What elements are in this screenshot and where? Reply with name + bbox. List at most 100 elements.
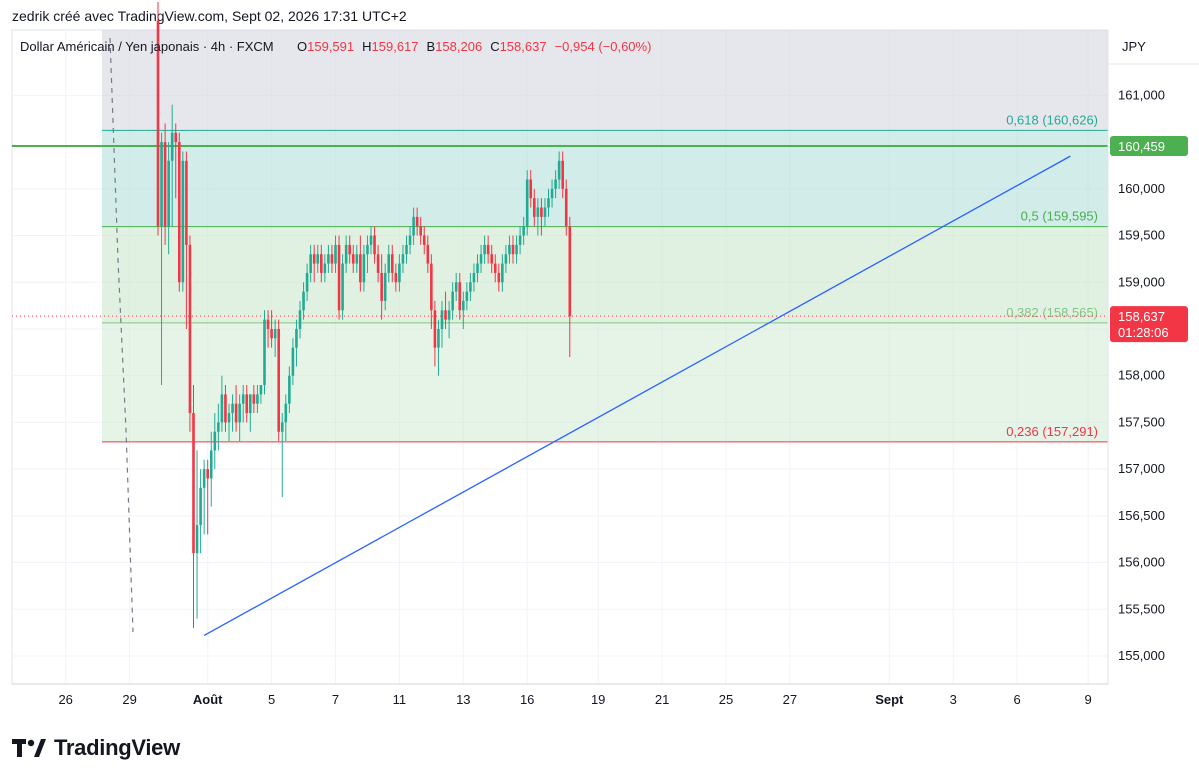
candle-up (483, 244, 486, 255)
chart-attribution: zedrik créé avec TradingView.com, Sept 0… (12, 8, 407, 24)
candle-up (263, 319, 266, 386)
candle-down (156, 20, 160, 227)
x-tick-label: 16 (520, 692, 534, 707)
candle-up (259, 385, 263, 395)
candle-down (373, 235, 376, 255)
candle-up (408, 235, 412, 245)
last-price-badge[interactable] (1110, 306, 1188, 343)
candle-down (568, 226, 572, 317)
candle-down (394, 272, 398, 283)
candle-down (540, 207, 543, 217)
candle-up (462, 300, 465, 311)
candle-up (209, 450, 213, 479)
candle-down (422, 235, 426, 245)
candle-down (206, 469, 209, 479)
candle-up (238, 403, 241, 423)
candle-down (266, 319, 270, 329)
candle-up (472, 272, 476, 283)
candle-up (227, 413, 231, 423)
x-tick-label: 9 (1084, 692, 1091, 707)
y-tick-label: 157,000 (1118, 461, 1165, 476)
candle-up (280, 422, 284, 432)
candle-down (312, 254, 316, 264)
x-tick-label: 7 (332, 692, 339, 707)
trendline[interactable] (203, 155, 1071, 636)
candle-up (479, 254, 483, 264)
legend-b-label: B (427, 39, 436, 54)
candle-up (181, 160, 185, 283)
candle-up (341, 263, 344, 311)
candle-up (284, 403, 288, 423)
y-tick-label: 155,500 (1118, 601, 1165, 616)
candle-up (369, 235, 373, 245)
candle-up (557, 160, 561, 180)
candle-down (252, 394, 256, 404)
candle-down (270, 328, 273, 339)
candles (156, 1, 572, 628)
fib-zone-382-236 (102, 322, 1108, 442)
candle-up (256, 394, 259, 404)
candle-down (348, 244, 351, 255)
fib-label: 0,5 (159,595) (1021, 209, 1098, 224)
candle-down (188, 244, 192, 414)
y-tick-label: 159,500 (1118, 228, 1165, 243)
legend-h-value: 159,617 (372, 39, 419, 54)
dashed-drawing[interactable] (109, 37, 134, 633)
candle-up (327, 254, 330, 264)
candle-down (351, 254, 355, 264)
tradingview-logo-icon (12, 739, 46, 757)
x-tick-label: Août (193, 692, 223, 707)
candle-up (334, 244, 337, 264)
candle-up (554, 179, 557, 189)
candle-down (419, 226, 422, 236)
candle-down (493, 263, 497, 273)
trendline-layer[interactable] (109, 37, 1071, 636)
fib-zone-500-382 (102, 226, 1108, 323)
candle-up (291, 347, 295, 376)
x-tick-label: 5 (268, 692, 275, 707)
candle-up (401, 254, 405, 264)
candle-up (249, 394, 252, 414)
candle-up (160, 142, 163, 227)
legend-symbol: Dollar Américain / Yen japonais · 4h · F… (20, 39, 274, 54)
candle-up (465, 291, 469, 301)
candle-down (458, 282, 462, 311)
x-tick-label: 3 (950, 692, 957, 707)
candle-up (550, 188, 554, 199)
candle-up (273, 328, 277, 339)
candle-down (380, 272, 383, 301)
candle-down (561, 160, 564, 189)
candle-down (330, 254, 334, 264)
candle-down (564, 188, 568, 227)
candle-down (277, 328, 280, 432)
x-tick-label: 19 (591, 692, 605, 707)
x-tick-label: Sept (875, 692, 904, 707)
fib-levels: 0,618 (160,626) 0,5 (159,595) 0,382 (158,5… (12, 112, 1108, 443)
candle-up (220, 394, 224, 423)
legend-layer: Dollar Américain / Yen japonais · 4h · F… (20, 39, 651, 54)
legend-change: −0,954 (−0,60%) (555, 39, 652, 54)
tradingview-logo[interactable]: TradingView (12, 735, 180, 761)
currency-label: JPY (1122, 39, 1146, 54)
legend-ohlc: O159,591 H159,617 B158,206 C158,637 −0,954 (… (297, 39, 651, 54)
y-tick-label: 156,000 (1118, 555, 1165, 570)
resistance-badge[interactable] (1110, 135, 1188, 156)
candle-down (224, 394, 227, 423)
candle-down (337, 244, 341, 311)
candle-down (533, 198, 536, 217)
candle-up (447, 310, 451, 320)
y-tick-label: 159,000 (1118, 274, 1165, 289)
x-tick-label: 6 (1013, 692, 1020, 707)
legend-o-label: O (297, 39, 307, 54)
resistance-badge-label: 160,459 (1118, 139, 1165, 154)
candle-up (305, 272, 309, 292)
fib-zone-618-500 (102, 130, 1108, 227)
candle-up (451, 291, 454, 311)
legend-h-label: H (362, 39, 371, 54)
candle-up (522, 226, 525, 236)
candle-up (170, 132, 174, 161)
x-tick-label: 27 (783, 692, 797, 707)
candle-up (323, 263, 327, 273)
legend-c-label: C (490, 39, 499, 54)
